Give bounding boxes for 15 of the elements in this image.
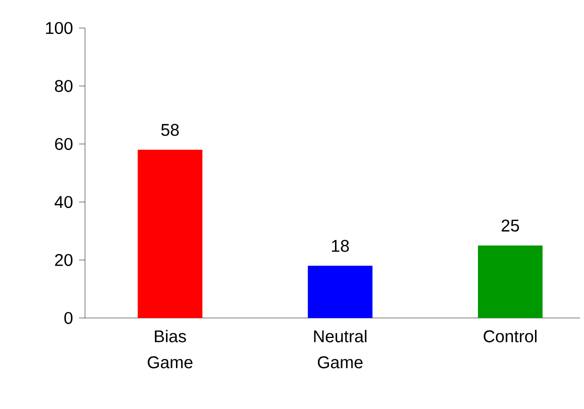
bar xyxy=(478,245,543,318)
y-tick-label: 40 xyxy=(54,196,72,208)
bar xyxy=(138,150,202,318)
x-tick-label: Control xyxy=(484,330,537,342)
data-label: 18 xyxy=(332,240,349,252)
y-tick-label: 100 xyxy=(46,22,72,34)
x-tick-label: Bias Game xyxy=(148,330,192,368)
bar xyxy=(308,266,372,318)
y-tick-label: 80 xyxy=(54,80,72,92)
y-tick-label: 20 xyxy=(55,254,72,266)
data-label: 25 xyxy=(502,220,519,232)
data-label: 58 xyxy=(161,124,179,136)
y-tick-label: 60 xyxy=(55,138,72,150)
x-tick-label: Neutral Game xyxy=(314,330,366,368)
y-tick-label: 0 xyxy=(64,312,72,324)
